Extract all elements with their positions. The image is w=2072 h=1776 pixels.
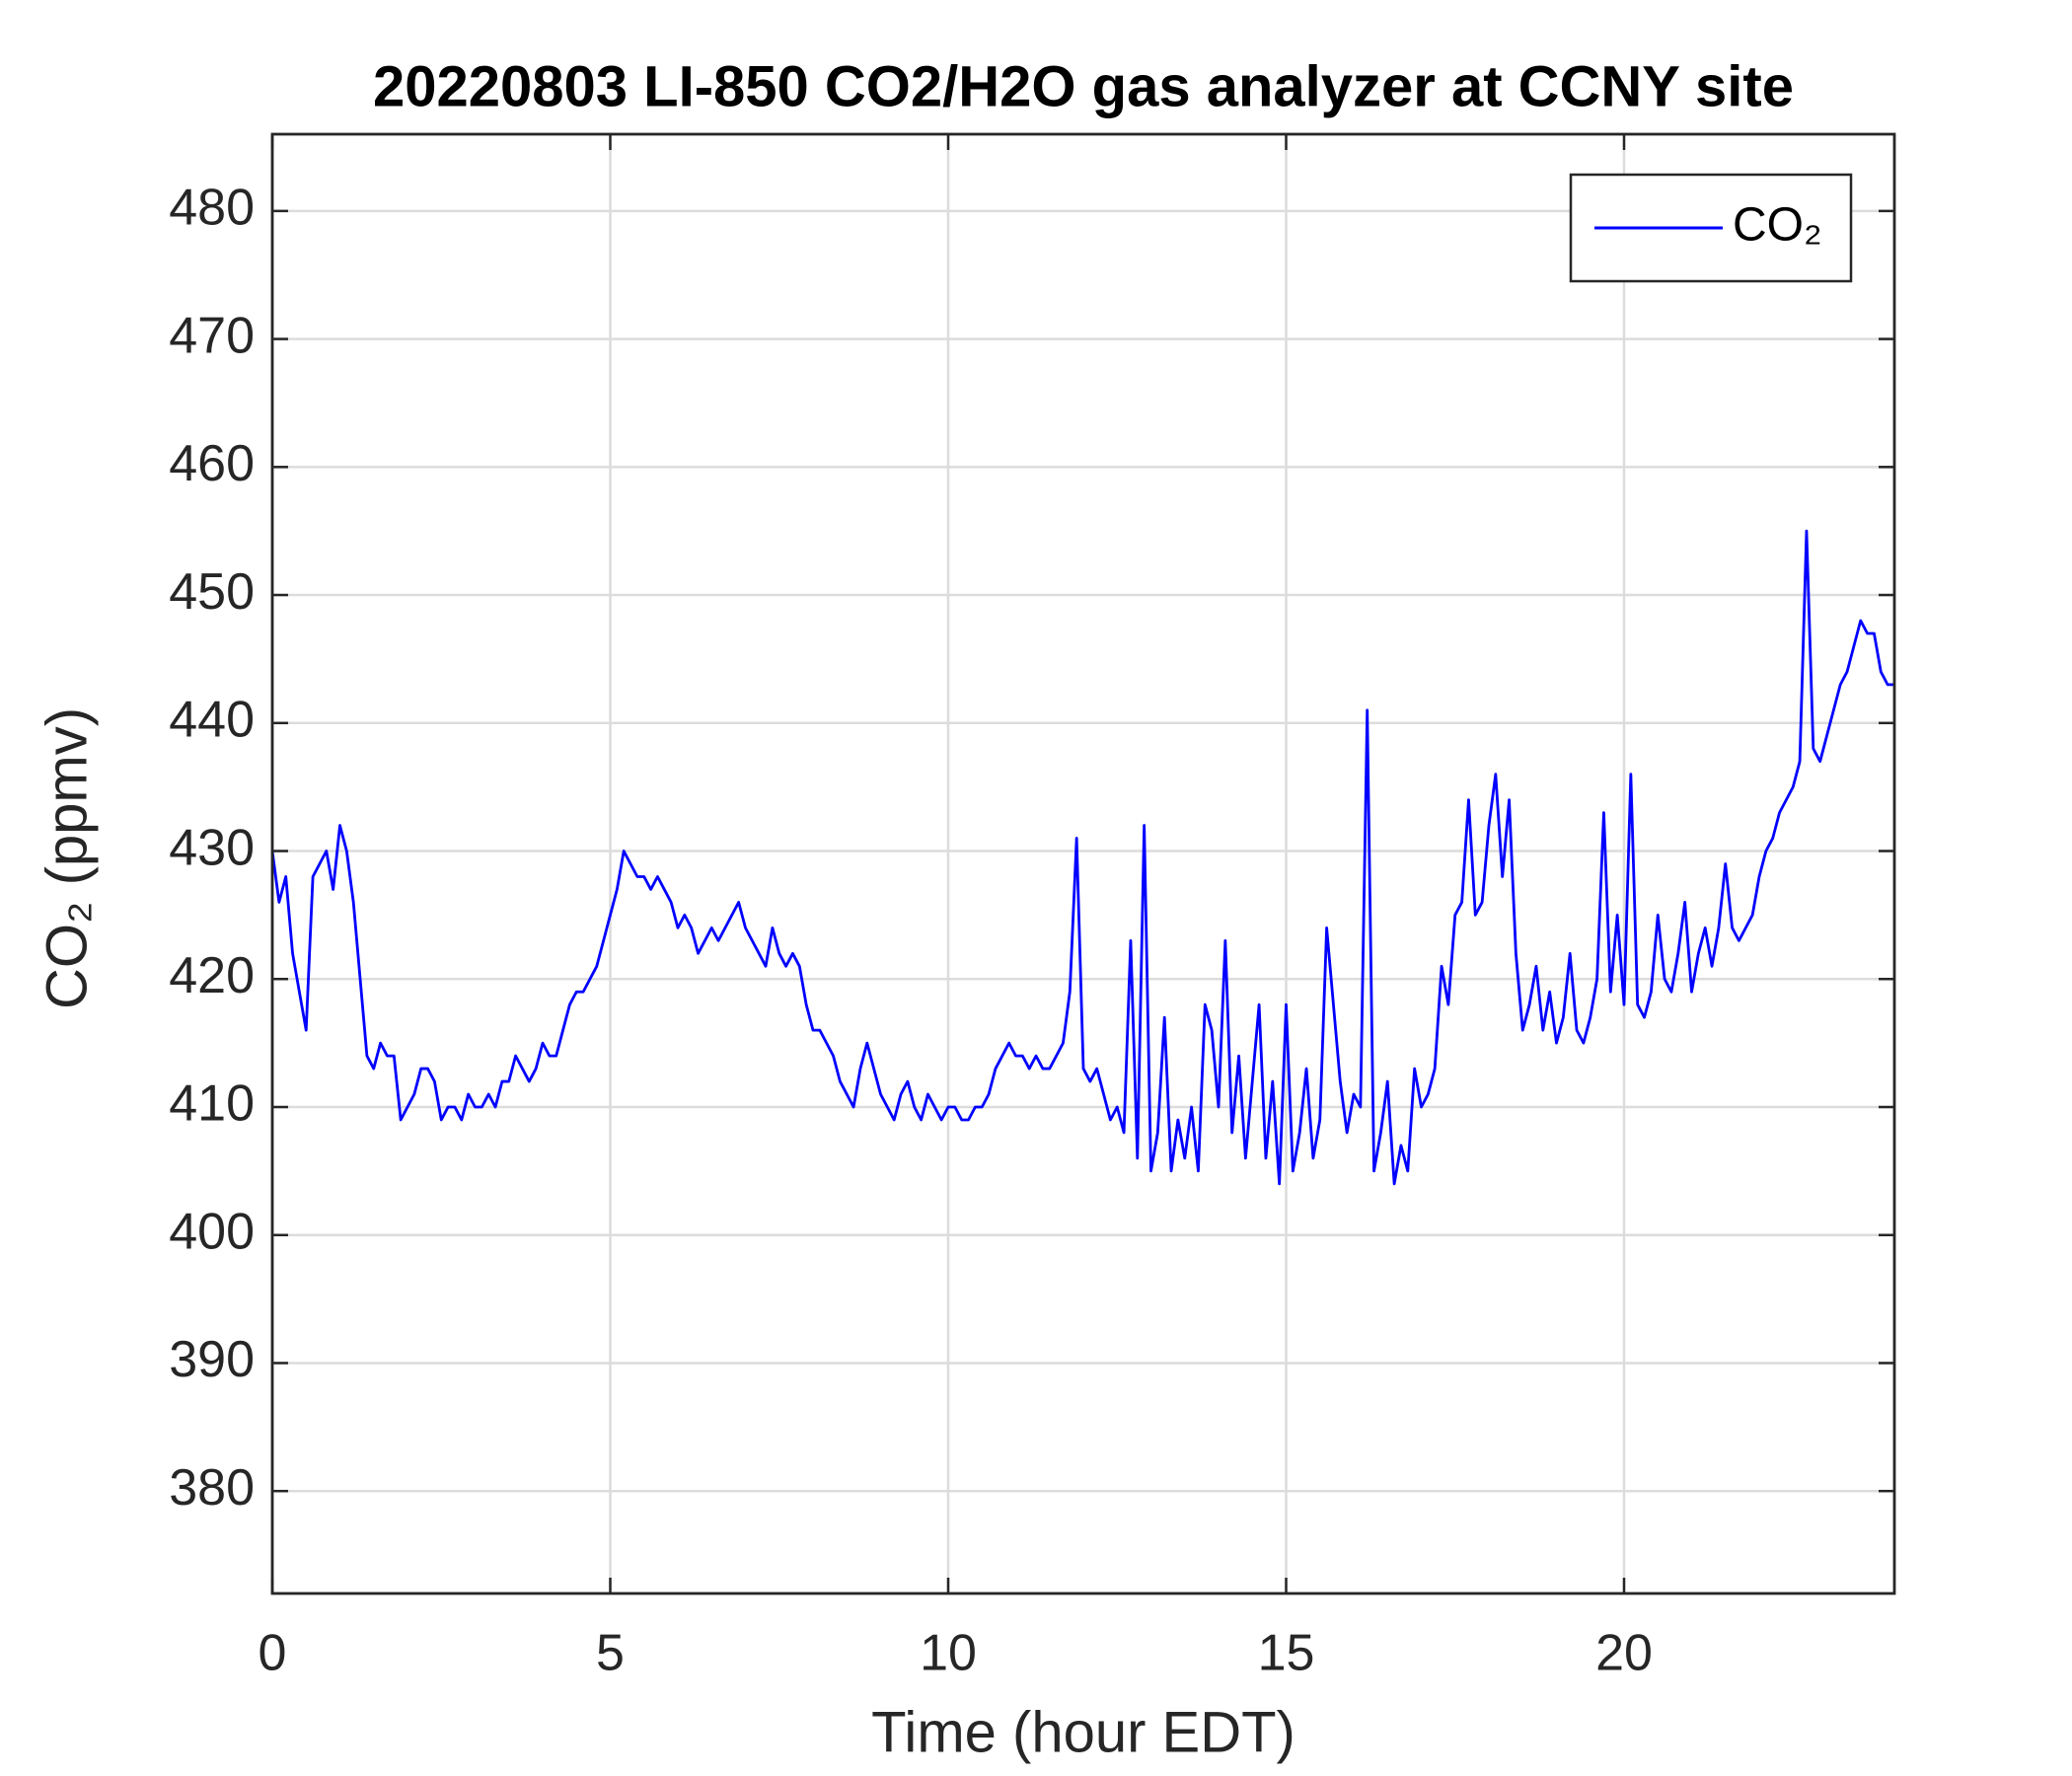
y-tick-label: 480 <box>169 180 255 237</box>
y-tick-label: 400 <box>169 1203 255 1260</box>
x-tick-label: 10 <box>920 1625 977 1682</box>
y-tick-label: 460 <box>169 435 255 492</box>
x-tick-label: 5 <box>596 1625 625 1682</box>
y-tick-label: 470 <box>169 307 255 364</box>
x-tick-label: 0 <box>259 1625 287 1682</box>
y-tick-label: 410 <box>169 1075 255 1133</box>
y-tick-label: 430 <box>169 819 255 876</box>
x-tick-label: 15 <box>1258 1625 1315 1682</box>
x-tick-label: 20 <box>1595 1625 1653 1682</box>
plot-frame <box>270 132 1896 1595</box>
chart-title: 20220803 LI-850 CO2/H2O gas analyzer at … <box>373 54 1794 118</box>
legend: CO₂ <box>1569 173 1853 283</box>
y-tick-label: 380 <box>169 1459 255 1517</box>
data-line <box>270 529 1894 1186</box>
legend-label: CO₂ <box>1733 199 1822 252</box>
y-tick-label: 450 <box>169 563 255 621</box>
y-tick-label: 440 <box>169 692 255 749</box>
x-axis-label: Time (hour EDT) <box>871 1700 1295 1764</box>
y-tick-label: 420 <box>169 947 255 1004</box>
y-axis-label: CO₂ (ppmv) <box>35 707 99 1009</box>
y-tick-label: 390 <box>169 1331 255 1388</box>
